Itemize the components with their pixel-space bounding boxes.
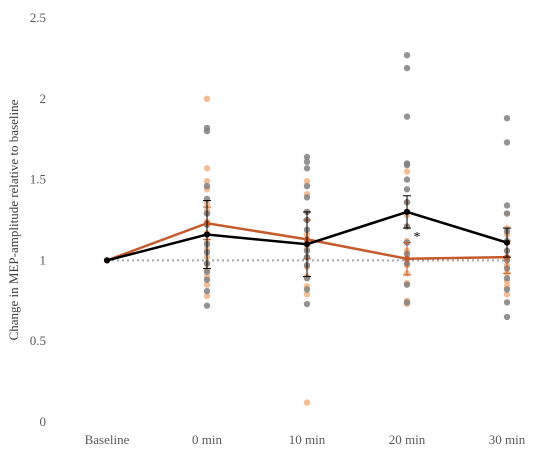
participant-point xyxy=(203,276,211,283)
participant-point xyxy=(203,281,211,288)
participant-point xyxy=(303,165,311,172)
participant-point xyxy=(303,291,311,298)
participant-point xyxy=(403,113,411,120)
x-tick-label: Baseline xyxy=(85,432,130,447)
participant-point xyxy=(503,139,511,146)
participant-point xyxy=(203,268,211,275)
participant-point xyxy=(403,281,411,288)
participant-point xyxy=(403,161,411,169)
x-tick-label: 10 min xyxy=(289,432,326,447)
participant-point xyxy=(203,287,211,295)
y-axis-title: Change in MEP-amplitude relative to base… xyxy=(6,99,21,340)
participant-point xyxy=(303,399,311,406)
participant-point xyxy=(503,291,511,298)
participant-point xyxy=(403,299,411,306)
participant-point xyxy=(503,114,511,122)
y-tick-label: 0 xyxy=(40,414,47,429)
participant-point xyxy=(303,300,311,308)
mean-marker xyxy=(404,255,410,262)
x-tick-label: 20 min xyxy=(389,432,426,447)
participant-point xyxy=(303,286,311,293)
mean-marker xyxy=(504,239,510,246)
x-tick-label: 0 min xyxy=(192,432,222,447)
participant-point xyxy=(303,158,311,166)
participant-point xyxy=(203,292,211,300)
participant-point xyxy=(503,313,511,321)
participant-point xyxy=(303,178,311,185)
participant-point xyxy=(203,302,211,309)
y-tick-label: 1.5 xyxy=(30,172,46,187)
participant-point xyxy=(503,210,511,217)
significance-marker: * xyxy=(414,230,421,245)
participant-point xyxy=(403,168,411,175)
participant-point xyxy=(503,202,511,209)
participant-point xyxy=(503,299,511,306)
series-lines-layer: * xyxy=(104,195,511,278)
x-tick-label: 30 min xyxy=(489,432,526,447)
participant-point xyxy=(203,165,211,172)
y-tick-label: 2 xyxy=(40,91,47,106)
participant-point xyxy=(303,153,311,161)
participant-point xyxy=(503,286,511,293)
y-tick-label: 2.5 xyxy=(30,10,46,25)
participant-point xyxy=(203,127,211,135)
mean-marker xyxy=(404,208,410,215)
y-tick-label: 0.5 xyxy=(30,333,46,348)
participant-point xyxy=(303,182,311,190)
participant-point xyxy=(403,186,411,193)
mean-marker xyxy=(204,231,210,238)
mean-marker xyxy=(304,241,310,248)
tick-labels-layer: 0 0.5 1 1.5 2 2.5 Baseline 0 min 10 min 20 min 30 … xyxy=(30,10,526,447)
participant-point xyxy=(403,51,411,59)
mean-marker xyxy=(104,257,110,264)
participant-point xyxy=(203,178,211,185)
participant-point xyxy=(403,176,411,183)
participant-point xyxy=(203,182,211,190)
participant-point xyxy=(203,95,211,103)
participant-point xyxy=(303,194,311,201)
participant-point xyxy=(403,64,411,72)
y-tick-label: 1 xyxy=(40,252,47,267)
participant-point xyxy=(503,274,511,282)
